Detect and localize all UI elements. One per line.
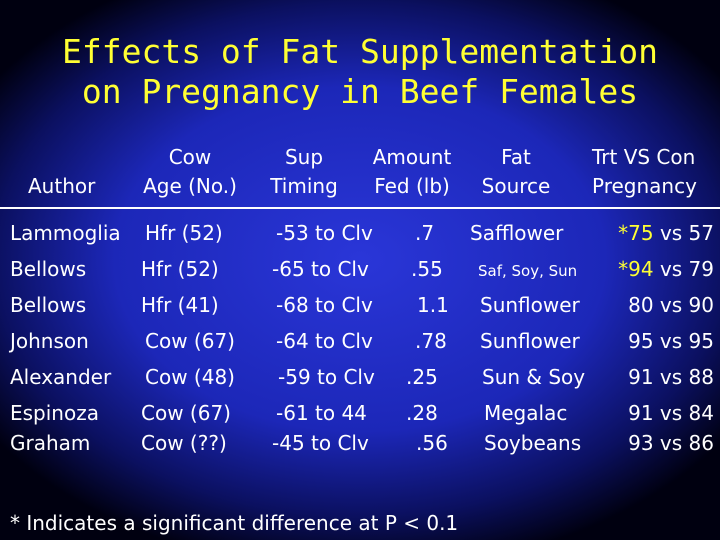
cell-sup-timing: -61 to 44	[276, 401, 367, 425]
cell-amount-fed: .56	[416, 431, 448, 455]
header-sup-timing-line-1: Sup	[284, 145, 324, 169]
cell-fat-source: Safflower	[470, 221, 564, 245]
cell-cow-age: Cow (??)	[141, 431, 227, 455]
header-cow-age-line-1: Cow	[168, 145, 212, 169]
header-trt-vs-con-line-2: Pregnancy	[592, 174, 697, 198]
cell-amount-fed: 1.1	[417, 293, 449, 317]
cell-trt-vs-con: 80 vs 90	[628, 293, 714, 317]
cell-cow-age: Hfr (41)	[141, 293, 219, 317]
cell-trt-vs-con: 95 vs 95	[628, 329, 714, 353]
cell-trt-vs-con: 93 vs 86	[628, 431, 714, 455]
trt-vs-con-value: vs 79	[659, 257, 714, 281]
header-amount-fed-line-1: Amount	[372, 145, 452, 169]
header-amount-fed-line-2: Fed (lb)	[374, 174, 450, 198]
header-sup-timing-line-2: Timing	[270, 174, 338, 198]
cell-sup-timing: -68 to Clv	[276, 293, 373, 317]
significance-value: *75	[618, 221, 654, 245]
header-cow-age-line-2: Age (No.)	[143, 174, 237, 198]
cell-fat-source: Soybeans	[484, 431, 582, 455]
header-fat-source-line-2: Source	[481, 174, 551, 198]
footnote: * Indicates a significant difference at …	[10, 511, 459, 535]
header-author: Author	[28, 174, 96, 198]
cell-trt-vs-con: 91 vs 88	[628, 365, 714, 389]
cell-fat-source: Megalac	[484, 401, 568, 425]
cell-fat-source: Saf, Soy, Sun	[478, 262, 578, 280]
cell-fat-source: Sunflower	[480, 329, 580, 353]
header-trt-vs-con: Trt VS Con Pregnancy	[592, 143, 697, 201]
cell-author: Espinoza	[10, 401, 99, 425]
cell-sup-timing: -53 to Clv	[276, 221, 373, 245]
cell-amount-fed: .7	[415, 221, 435, 245]
cell-cow-age: Cow (67)	[145, 329, 235, 353]
header-fat-source: Fat Source	[474, 143, 558, 201]
header-sup-timing: Sup Timing	[262, 143, 346, 201]
cell-author: Johnson	[10, 329, 89, 353]
cell-author: Bellows	[10, 257, 87, 281]
cell-amount-fed: .25	[406, 365, 438, 389]
cell-amount-fed: .28	[406, 401, 438, 425]
cell-sup-timing: -65 to Clv	[272, 257, 369, 281]
header-amount-fed: Amount Fed (lb)	[362, 143, 462, 201]
cell-fat-source: Sun & Soy	[482, 365, 586, 389]
trt-vs-con-value: vs 57	[659, 221, 714, 245]
header-fat-source-line-1: Fat	[501, 145, 531, 169]
cell-trt-vs-con: 91 vs 84	[628, 401, 714, 425]
cell-amount-fed: .78	[415, 329, 447, 353]
cell-sup-timing: -59 to Clv	[278, 365, 375, 389]
cell-cow-age: Cow (48)	[145, 365, 235, 389]
header-cow-age: Cow Age (No.)	[132, 143, 248, 201]
slide-title-line-1: Effects of Fat Supplementation	[61, 32, 659, 71]
cell-author: Bellows	[10, 293, 87, 317]
cell-author: Lammoglia	[10, 221, 121, 245]
cell-fat-source: Sunflower	[480, 293, 580, 317]
cell-cow-age: Cow (67)	[141, 401, 231, 425]
cell-author: Graham	[10, 431, 91, 455]
cell-author: Alexander	[10, 365, 112, 389]
significance-value: *94	[618, 257, 654, 281]
cell-cow-age: Hfr (52)	[145, 221, 223, 245]
header-trt-vs-con-line-1: Trt VS Con	[592, 145, 696, 169]
header-separator	[0, 207, 720, 209]
cell-trt-vs-con: *94 vs 79	[618, 256, 714, 282]
cell-sup-timing: -45 to Clv	[272, 431, 369, 455]
cell-amount-fed: .55	[411, 257, 443, 281]
slide-title-line-2: on Pregnancy in Beef Females	[81, 72, 639, 111]
cell-sup-timing: -64 to Clv	[276, 329, 373, 353]
cell-cow-age: Hfr (52)	[141, 257, 219, 281]
cell-trt-vs-con: *75 vs 57	[618, 220, 714, 246]
